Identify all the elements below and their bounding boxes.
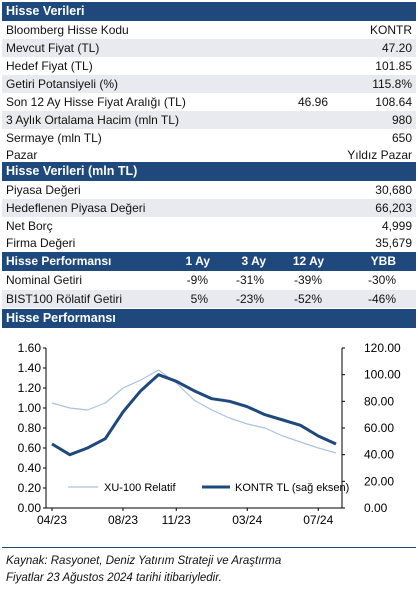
y-left-tick-label: 0.40: [18, 461, 42, 475]
range-low-value: 46.96: [297, 95, 328, 109]
range-high-value: 108.64: [375, 95, 412, 109]
column-header: 1 Ay: [185, 254, 210, 268]
table-row: Net Borç 4,999: [2, 217, 416, 235]
y-left-tick-label: 1.20: [18, 381, 42, 395]
cell-value: -31%: [235, 273, 264, 287]
table-row: Pazar Yıldız Pazar: [2, 146, 416, 164]
x-tick-label: 04/23: [37, 513, 67, 527]
row-label: Nominal Getiri: [6, 273, 83, 287]
y-right-tick-label: 60.00: [364, 421, 394, 435]
y-right-tick-label: 80.00: [364, 394, 394, 408]
row-label: Hedeflenen Piyasa Değeri: [6, 201, 146, 215]
cell-value: -39%: [293, 273, 322, 287]
stock-data-header: Hisse Verileri: [2, 2, 416, 21]
row-value: 101.85: [375, 59, 412, 73]
column-header: YBB: [370, 254, 396, 268]
footer-date: Fiyatlar 23 Ağustos 2024 tarihi itibariy…: [6, 572, 222, 584]
legend-label-price: KONTR TL (sağ eksen): [235, 482, 349, 494]
row-value: 30,680: [375, 183, 412, 197]
cell-value: -46%: [367, 292, 396, 306]
series-line-xu100-relative: [51, 369, 337, 454]
table-row: Firma Değeri 35,679: [2, 234, 416, 252]
table-row: Bloomberg Hisse Kodu KONTR: [2, 21, 416, 39]
cell-value: -52%: [293, 292, 322, 306]
stock-data-mln-header: Hisse Verileri (mln TL): [2, 162, 416, 181]
column-header: 3 Ay: [241, 254, 266, 268]
row-label: Mevcut Fiyat (TL): [6, 41, 100, 55]
row-value: 115.8%: [372, 77, 412, 91]
legend-label-relative: XU-100 Relatif: [104, 482, 176, 494]
x-tick-label: 08/23: [108, 513, 138, 527]
row-value: 35,679: [375, 236, 412, 250]
row-label: Pazar: [6, 148, 38, 162]
table-row: Mevcut Fiyat (TL) 47.20: [2, 39, 416, 57]
table-row: Son 12 Ay Hisse Fiyat Aralığı (TL) 46.96…: [2, 93, 416, 111]
y-right-tick-label: 40.00: [364, 448, 394, 462]
table-row: Nominal Getiri -9% -31% -39% -30%: [2, 271, 416, 289]
table-row: 3 Aylık Ortalama Hacim (mln TL) 980: [2, 111, 416, 129]
row-label: Getiri Potansiyeli (%): [6, 77, 119, 91]
row-value: 47.20: [381, 41, 412, 55]
y-left-tick-label: 0.20: [18, 481, 42, 495]
cell-value: -23%: [235, 292, 264, 306]
table-row: Hedef Fiyat (TL) 101.85: [2, 57, 416, 75]
table-row: Getiri Potansiyeli (%) 115.8%: [2, 75, 416, 93]
cell-value: -30%: [367, 273, 396, 287]
row-label: 3 Aylık Ortalama Hacim (mln TL): [6, 113, 179, 127]
row-label: Bloomberg Hisse Kodu: [6, 23, 129, 37]
chart-lines: [51, 369, 337, 457]
row-value: 66,203: [375, 201, 412, 215]
y-left-tick-label: 0.80: [18, 421, 42, 435]
cell-value: 5%: [190, 292, 208, 306]
price-performance-chart: 0.00 0.20 0.40 0.60 0.80 1.00 1.20 1.40 1.60 0.00…: [18, 341, 401, 527]
row-value: KONTR: [370, 23, 412, 37]
column-header: 12 Ay: [292, 254, 324, 268]
y-left-tick-label: 1.60: [18, 341, 42, 355]
chart-legend: XU-100 Relatif KONTR TL (sağ eksen): [68, 482, 349, 494]
y-left-tick-label: 1.40: [18, 361, 42, 375]
row-value: 4,999: [381, 219, 412, 233]
chart-axes: 0.00 0.20 0.40 0.60 0.80 1.00 1.20 1.40 1.60 0.00…: [18, 341, 401, 527]
performance-title: Hisse Performansı: [6, 254, 112, 268]
table-row: Piyasa Değeri 30,680: [2, 181, 416, 199]
y-right-tick-label: 100.00: [364, 368, 401, 382]
row-label: Hedef Fiyat (TL): [6, 59, 93, 73]
y-left-tick-label: 0.60: [18, 441, 42, 455]
footer-divider: [2, 547, 416, 548]
row-value: 650: [391, 131, 412, 145]
table-row: Hedeflenen Piyasa Değeri 66,203: [2, 199, 416, 217]
y-right-tick-label: 0.00: [364, 501, 388, 515]
row-label: Firma Değeri: [6, 236, 76, 250]
table-row: BIST100 Rölatif Getiri 5% -23% -52% -46%: [2, 290, 416, 308]
row-value: 980: [391, 113, 412, 127]
row-label: BIST100 Rölatif Getiri: [6, 292, 123, 306]
x-tick-label: 03/24: [232, 513, 262, 527]
row-value: Yıldız Pazar: [347, 148, 412, 162]
row-label: Son 12 Ay Hisse Fiyat Aralığı (TL): [6, 95, 186, 109]
performance-header: Hisse Performansı 1 Ay 3 Ay 12 Ay YBB: [2, 252, 416, 271]
chart-section-header: Hisse Performansı: [2, 309, 416, 328]
cell-value: -9%: [186, 273, 208, 287]
x-tick-label: 07/24: [303, 513, 333, 527]
footer-source: Kaynak: Rasyonet, Deniz Yatırım Strateji…: [6, 555, 282, 567]
y-right-tick-label: 20.00: [364, 474, 394, 488]
table-row: Sermaye (mln TL) 650: [2, 129, 416, 147]
row-label: Piyasa Değeri: [6, 183, 81, 197]
x-tick-label: 11/23: [162, 513, 191, 527]
row-label: Sermaye (mln TL): [6, 131, 102, 145]
row-label: Net Borç: [6, 219, 53, 233]
y-left-tick-label: 0.00: [18, 501, 42, 515]
y-right-tick-label: 120.00: [364, 341, 401, 355]
y-left-tick-label: 1.00: [18, 401, 42, 415]
series-line-kontr-price: [51, 373, 337, 457]
